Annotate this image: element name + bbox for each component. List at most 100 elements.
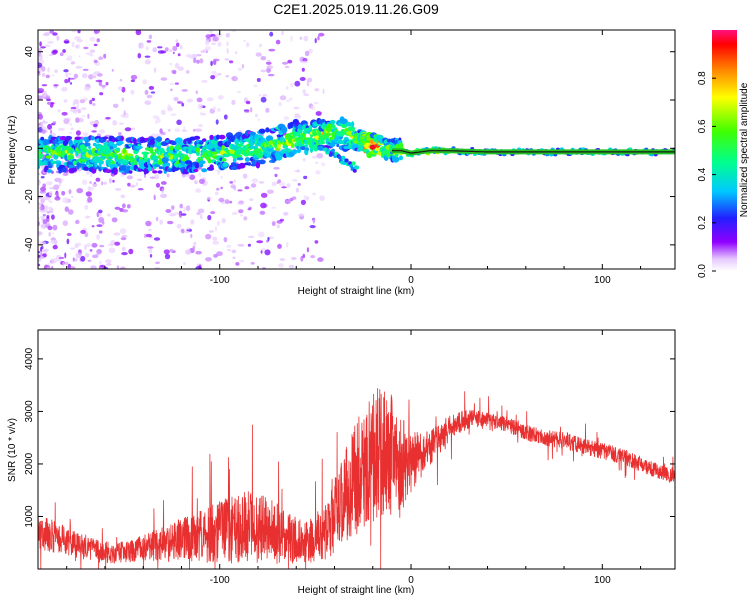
spectrogram-noise-cell [188, 154, 191, 159]
spectrogram-noise-cell [64, 78, 69, 84]
spectrogram-band-cell [152, 170, 158, 174]
spectrogram-noise-cell [196, 54, 202, 57]
spectrogram-band-cell [162, 163, 170, 168]
spectrogram-noise-cell [150, 91, 156, 94]
spectrogram-band-cell [116, 140, 124, 145]
spectrogram-noise-cell [185, 205, 191, 212]
spectrogram-noise-cell [302, 57, 308, 62]
spectrogram-noise-cell [114, 188, 122, 191]
spectrogram-noise-cell [46, 98, 51, 102]
spectrogram-band-cell [256, 148, 262, 152]
spectrogram-noise-cell [72, 102, 76, 106]
spectrogram-frame [37, 29, 676, 270]
spectrogram-noise-cell [124, 127, 132, 132]
spectrogram-noise-cell [316, 153, 324, 159]
spectrogram-noise-cell [249, 198, 254, 202]
spectrogram-noise-cell [83, 46, 89, 50]
spectrogram-noise-cell [113, 232, 121, 236]
spectrogram-noise-cell [212, 36, 219, 42]
spectrogram-noise-cell [200, 50, 205, 53]
spectrogram-x-tick-label: -100 [210, 275, 230, 286]
spectrogram-noise-cell [258, 181, 265, 184]
spectrogram-noise-cell [155, 182, 161, 188]
spectrogram-noise-cell [206, 196, 213, 200]
spectrogram-noise-cell [187, 227, 190, 230]
spectrogram-band-cell [341, 155, 346, 160]
spectrogram-noise-cell [285, 86, 289, 90]
spectrogram-noise-cell [144, 55, 151, 58]
spectrogram-band-cell [351, 161, 356, 166]
spectrogram-noise-cell [312, 218, 316, 224]
spectrogram-noise-cell [92, 182, 98, 187]
spectrogram-noise-cell [226, 249, 232, 251]
spectrogram-noise-cell [84, 204, 89, 210]
spectrogram-noise-cell [70, 107, 77, 110]
spectrogram-noise-cell [185, 54, 192, 58]
spectrogram-noise-cell [73, 73, 79, 79]
spectrogram-noise-cell [120, 173, 125, 177]
spectrogram-noise-cell [45, 95, 51, 99]
spectrogram-noise-cell [155, 216, 159, 222]
spectrogram-noise-cell [111, 217, 118, 223]
spectrogram-noise-cell [160, 181, 167, 185]
spectrogram-noise-cell [76, 102, 80, 107]
spectrogram-band-cell [290, 142, 295, 148]
spectrogram-noise-cell [130, 127, 135, 130]
spectrogram-band-cell [157, 170, 163, 174]
spectrogram-noise-cell [295, 187, 299, 193]
spectrogram-band-cell [102, 136, 109, 140]
spectrogram-noise-cell [257, 118, 261, 121]
spectrogram-noise-cell [70, 195, 74, 198]
spectrogram-noise-cell [145, 220, 152, 227]
spectrogram-noise-cell [183, 262, 186, 265]
spectrogram-noise-cell [130, 89, 135, 94]
spectrogram-noise-cell [89, 36, 96, 42]
spectrogram-noise-cell [119, 78, 123, 82]
spectrogram-band-cell [90, 135, 95, 141]
spectrogram-noise-cell [186, 70, 190, 74]
spectrogram-noise-cell [207, 214, 212, 221]
spectrogram-noise-cell [247, 243, 251, 247]
spectrogram-noise-cell [52, 232, 55, 235]
spectrogram-band-cell [156, 136, 162, 143]
spectrogram-noise-cell [237, 243, 245, 247]
spectrogram-noise-cell [300, 199, 306, 205]
spectrogram-noise-cell [231, 249, 237, 254]
spectrogram-noise-cell [217, 41, 222, 47]
spectrogram-band-cell [70, 150, 74, 155]
spectrogram-noise-cell [242, 173, 248, 179]
spectrogram-noise-cell [322, 88, 325, 95]
spectrogram-noise-cell [62, 197, 69, 204]
spectrogram-noise-cell [192, 128, 196, 132]
spectrogram-noise-cell [137, 53, 142, 59]
spectrogram-panel: -100 0 100 -40 -20 0 20 40 Height of straight l… [7, 29, 676, 297]
spectrogram-noise-cell [198, 178, 205, 184]
spectrogram-noise-cell [56, 35, 60, 41]
spectrogram-noise-cell [181, 213, 187, 216]
spectrogram-band-cell [352, 168, 357, 173]
spectrogram-noise-cell [106, 263, 112, 266]
spectrogram-noise-cell [48, 206, 53, 212]
spectrogram-noise-cell [94, 71, 101, 74]
spectrogram-noise-cell [260, 96, 267, 103]
spectrogram-band-cell [222, 162, 228, 168]
spectrogram-band-cell [95, 138, 101, 144]
spectrogram-noise-cell [84, 253, 90, 258]
spectrogram-noise-cell [277, 243, 282, 249]
spectrogram-x-tick-label: 0 [408, 275, 414, 286]
spectrogram-noise-cell [52, 121, 57, 125]
spectrogram-noise-cell [170, 88, 173, 92]
spectrogram-marks [38, 30, 675, 269]
spectrogram-band-cell [319, 140, 326, 145]
spectrogram-noise-cell [38, 172, 41, 176]
spectrogram-noise-cell [63, 40, 70, 44]
spectrogram-noise-cell [52, 32, 58, 36]
spectrogram-noise-cell [121, 97, 125, 102]
spectrogram-noise-cell [152, 47, 157, 53]
spectrogram-noise-cell [231, 75, 238, 82]
spectrogram-noise-cell [38, 62, 43, 68]
spectrogram-noise-cell [148, 34, 153, 40]
spectrogram-noise-cell [135, 182, 138, 187]
spectrogram-noise-cell [121, 86, 126, 93]
